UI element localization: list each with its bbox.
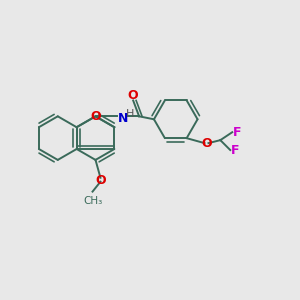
Text: CH₃: CH₃ <box>83 196 102 206</box>
Text: O: O <box>90 110 101 123</box>
Text: O: O <box>128 89 139 102</box>
Text: F: F <box>231 144 240 157</box>
Text: F: F <box>233 126 242 139</box>
Text: N: N <box>118 112 129 125</box>
Text: O: O <box>201 136 212 150</box>
Text: H: H <box>126 109 135 119</box>
Text: O: O <box>95 174 106 187</box>
